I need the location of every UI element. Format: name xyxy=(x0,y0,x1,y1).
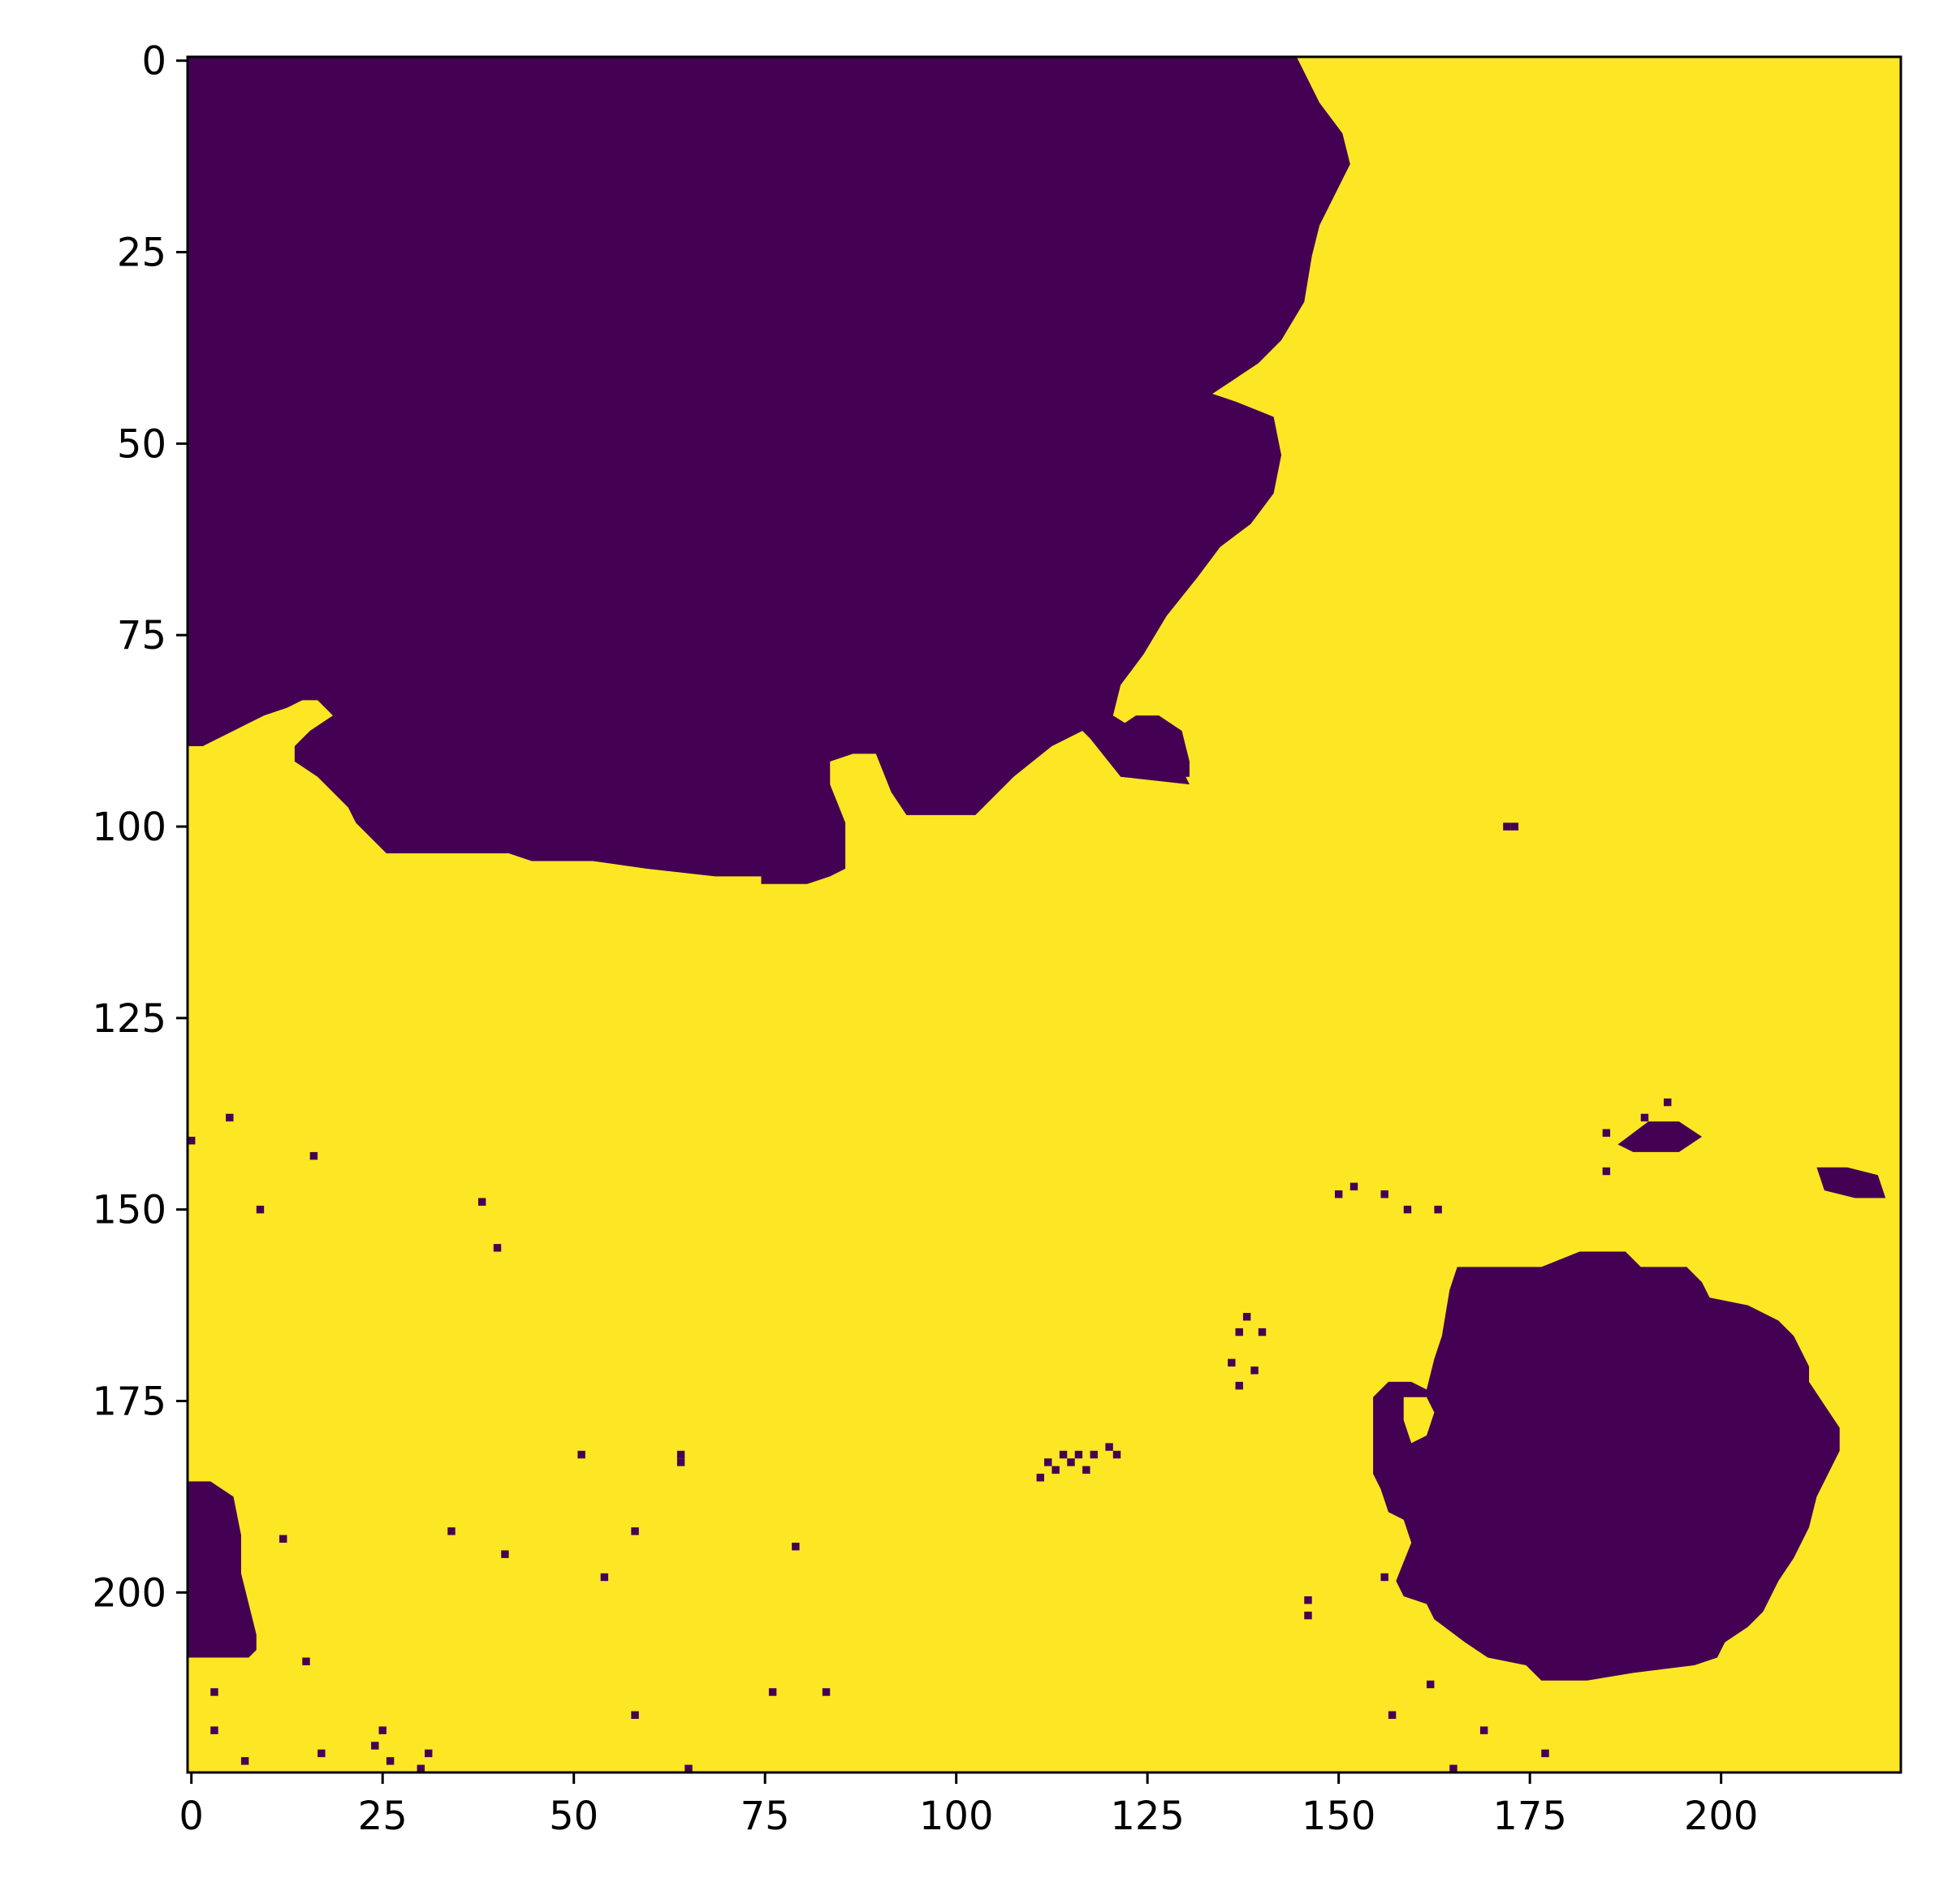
heatmap-cell-value-0 xyxy=(425,1749,433,1758)
heatmap-region-value-0-6 xyxy=(1816,1167,1886,1198)
y-tick-label: 100 xyxy=(92,805,166,850)
heatmap-cell-value-0 xyxy=(792,1543,800,1551)
heatmap-cell-value-0 xyxy=(302,1657,310,1665)
heatmap-cell-value-0 xyxy=(1479,1726,1488,1734)
heatmap-cell-value-0 xyxy=(1082,1466,1090,1474)
heatmap-cell-value-0 xyxy=(1090,1450,1098,1459)
heatmap-region-value-0-3 xyxy=(188,1481,257,1658)
heatmap-cell-value-0 xyxy=(1403,1205,1412,1214)
heatmap-cell-value-0 xyxy=(1510,822,1519,831)
heatmap-cell-value-0 xyxy=(631,1711,639,1719)
heatmap-cell-value-0 xyxy=(600,1573,609,1582)
x-axis: 0 25 50 75 100 125 150 175 200 xyxy=(179,1772,1758,1839)
heatmap-cell-value-0 xyxy=(1235,1328,1243,1336)
x-tick-label: 50 xyxy=(549,1794,598,1839)
x-tick-label: 25 xyxy=(358,1794,408,1839)
heatmap-cell-value-0 xyxy=(417,1764,425,1772)
heatmap-hole-value-1-1 xyxy=(1403,1397,1435,1444)
heatmap-cell-value-0 xyxy=(1067,1458,1075,1466)
x-tick-label: 75 xyxy=(741,1794,790,1839)
heatmap-cell-value-0 xyxy=(226,1113,234,1122)
y-tick-label: 0 xyxy=(141,39,166,84)
heatmap-cell-value-0 xyxy=(1105,1443,1113,1451)
x-tick-label: 0 xyxy=(179,1794,204,1839)
heatmap-cell-value-0 xyxy=(447,1527,456,1535)
heatmap-cell-value-0 xyxy=(256,1205,265,1214)
heatmap-cell-value-0 xyxy=(371,1742,379,1750)
heatmap-cell-value-0 xyxy=(477,1198,486,1206)
heatmap-cell-value-0 xyxy=(1449,1764,1457,1772)
heatmap-cell-value-0 xyxy=(1242,1313,1251,1321)
y-tick-label: 50 xyxy=(117,421,166,467)
heatmap-cell-value-0 xyxy=(631,1527,639,1535)
heatmap-cell-value-0 xyxy=(501,1550,509,1558)
heatmap-cell-value-0 xyxy=(1059,1450,1068,1459)
y-tick-label: 200 xyxy=(92,1570,166,1616)
heatmap-cell-value-0 xyxy=(1304,1611,1312,1620)
heatmap-cell-value-0 xyxy=(1112,1450,1121,1459)
heatmap-cell-value-0 xyxy=(1541,1749,1549,1758)
plot-frame xyxy=(186,55,1902,1774)
heatmap-region-value-0-2 xyxy=(1373,1251,1840,1681)
heatmap-image xyxy=(188,57,1901,1772)
heatmap-cell-value-0 xyxy=(768,1688,777,1696)
heatmap-cell-value-0 xyxy=(1304,1596,1312,1604)
heatmap-cell-value-0 xyxy=(676,1450,685,1459)
heatmap-region-value-0-5 xyxy=(1617,1121,1703,1152)
heatmap-cell-value-0 xyxy=(1602,1167,1611,1176)
heatmap-cell-value-0 xyxy=(1250,1366,1259,1375)
x-tick-label: 175 xyxy=(1492,1794,1567,1839)
heatmap-cell-value-0 xyxy=(493,1244,502,1252)
heatmap-cell-value-0 xyxy=(309,1151,318,1160)
heatmap-cell-value-0 xyxy=(1228,1358,1236,1367)
heatmap-cell-value-0 xyxy=(317,1749,326,1758)
heatmap-cell-value-0 xyxy=(1052,1466,1060,1474)
heatmap-cell-value-0 xyxy=(1044,1458,1052,1466)
heatmap-cell-value-0 xyxy=(1602,1129,1611,1138)
heatmap-cell-value-0 xyxy=(240,1757,249,1765)
heatmap-cell-value-0 xyxy=(279,1535,287,1543)
heatmap-cell-value-0 xyxy=(1258,1328,1267,1336)
heatmap-cell-value-0 xyxy=(1640,1113,1649,1122)
heatmap-cell-value-0 xyxy=(1426,1680,1435,1689)
heatmap-region-value-0-1 xyxy=(188,57,1350,884)
y-axis: 0 25 50 75 100 125 150 175 200 xyxy=(92,39,188,1616)
heatmap-cell-value-0 xyxy=(188,1137,196,1145)
heatmap-cell-value-0 xyxy=(1235,1381,1243,1390)
heatmap-cell-value-0 xyxy=(577,1450,585,1459)
heatmap-cell-value-0 xyxy=(676,1458,685,1466)
x-tick-label: 200 xyxy=(1684,1794,1759,1839)
heatmap-cell-value-0 xyxy=(1380,1573,1388,1582)
heatmap-cell-value-0 xyxy=(1334,1190,1343,1198)
heatmap-cell-value-0 xyxy=(1074,1450,1083,1459)
heatmap-cell-value-0 xyxy=(684,1764,693,1772)
heatmap-cell-value-0 xyxy=(1036,1474,1044,1482)
heatmap-cell-value-0 xyxy=(1350,1182,1358,1191)
heatmap-cell-value-0 xyxy=(210,1726,218,1734)
heatmap-cell-value-0 xyxy=(1380,1190,1388,1198)
heatmap-cell-value-0 xyxy=(1434,1205,1442,1214)
y-tick-label: 125 xyxy=(92,996,166,1042)
heatmap-cell-value-0 xyxy=(210,1688,218,1696)
x-tick-label: 150 xyxy=(1302,1794,1376,1839)
x-tick-label: 125 xyxy=(1110,1794,1185,1839)
heatmap-cell-value-0 xyxy=(1503,822,1511,831)
heatmap-cell-value-0 xyxy=(378,1726,387,1734)
y-tick-label: 25 xyxy=(117,231,166,276)
y-tick-label: 150 xyxy=(92,1188,166,1233)
heatmap-cell-value-0 xyxy=(1388,1711,1397,1719)
y-tick-label: 175 xyxy=(92,1379,166,1424)
y-tick-label: 75 xyxy=(117,613,166,658)
heatmap-region-value-0-4 xyxy=(1112,715,1190,777)
heatmap-cell-value-0 xyxy=(386,1757,395,1765)
x-tick-label: 100 xyxy=(919,1794,994,1839)
heatmap-cell-value-0 xyxy=(1663,1098,1672,1107)
heatmap-cell-value-0 xyxy=(822,1688,831,1696)
